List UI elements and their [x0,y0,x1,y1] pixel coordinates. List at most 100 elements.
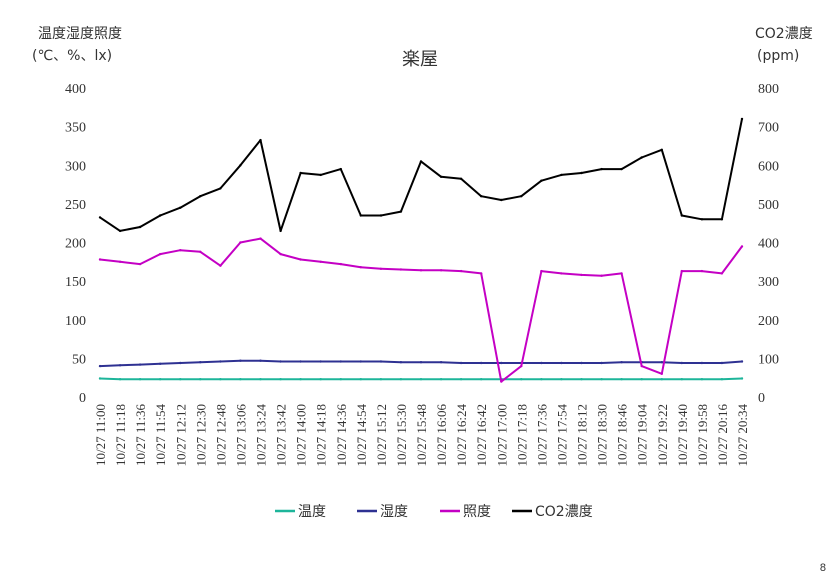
x-tick-label: 10/27 17:00 [494,404,509,466]
data-point-3 [580,171,583,175]
right-tick-label: 0 [758,391,765,406]
data-point-1 [560,361,563,365]
data-point-1 [660,361,663,364]
data-point-1 [459,361,463,365]
data-point-3 [299,171,302,175]
data-point-3 [159,214,162,217]
data-point-2 [279,252,282,256]
data-point-2 [259,237,262,240]
data-point-1 [199,361,202,364]
data-point-1 [138,363,142,366]
left-axis-label-line1: 温度湿度照度 [38,26,122,42]
data-point-1 [179,361,182,365]
x-tick-label: 10/27 11:36 [133,404,148,466]
legend-label-1: 湿度 [380,504,408,520]
data-point-3 [239,164,242,167]
data-point-2 [339,262,342,266]
data-point-0 [98,377,102,380]
data-point-1 [319,360,322,363]
series-line-3 [99,118,743,232]
data-point-1 [580,361,583,365]
right-axis-label-line1: CO2濃度 [755,26,813,42]
data-point-0 [480,378,483,381]
x-tick-label: 10/27 14:18 [314,404,329,466]
x-tick-label: 10/27 12:48 [213,404,228,466]
x-tick-label: 10/27 17:18 [514,404,529,466]
data-point-3 [680,214,683,217]
data-point-0 [660,378,663,381]
right-tick-label: 500 [758,198,779,213]
data-point-3 [379,214,383,217]
data-point-2 [199,250,202,253]
right-tick-label: 600 [758,159,779,174]
left-tick-label: 100 [65,314,86,329]
data-point-2 [359,266,362,269]
data-point-2 [600,274,603,277]
data-point-1 [399,361,403,364]
data-point-3 [540,179,543,182]
x-tick-label: 10/27 11:54 [153,404,168,466]
x-tick-label: 10/27 17:54 [554,404,569,467]
data-point-3 [319,173,322,177]
left-tick-label: 300 [65,159,86,174]
legend: 温度 湿度 照度 CO2濃度 [275,504,593,520]
right-axis-ticks: 0 100 200 300 400 500 600 700 800 [758,82,779,406]
data-point-0 [600,378,603,381]
data-point-0 [179,378,182,381]
data-point-0 [279,378,282,381]
data-point-1 [359,360,362,363]
data-point-3 [720,218,724,221]
data-point-0 [199,378,202,381]
data-point-2 [480,272,483,275]
data-point-3 [480,195,483,198]
right-tick-label: 200 [758,314,779,329]
data-point-0 [259,378,262,381]
data-point-3 [500,198,503,202]
x-tick-label: 10/27 14:54 [354,404,369,467]
data-point-2 [399,268,403,271]
x-tick-label: 10/27 16:06 [434,404,449,467]
data-point-2 [680,269,683,273]
data-point-1 [500,361,503,365]
data-point-1 [439,361,443,364]
data-point-3 [199,195,202,198]
series-line-2 [99,237,743,383]
series-lines [98,117,744,383]
data-point-0 [740,377,744,380]
x-tick-label: 10/27 16:24 [454,404,469,467]
x-tick-label: 10/27 19:04 [635,404,650,467]
data-point-2 [319,260,322,263]
data-point-3 [359,214,362,217]
right-tick-label: 400 [758,237,779,252]
x-tick-label: 10/27 15:12 [374,404,389,466]
page-number: 8 [819,562,826,574]
data-point-0 [399,378,403,381]
data-point-1 [480,361,483,365]
x-tick-label: 10/27 12:30 [193,404,208,466]
x-tick-label: 10/27 14:36 [334,404,349,467]
right-tick-label: 300 [758,275,779,290]
data-point-3 [399,210,403,213]
left-tick-label: 50 [72,352,86,367]
x-tick-label: 10/27 19:22 [655,404,670,466]
data-point-1 [740,360,744,363]
data-point-2 [419,269,423,272]
data-point-2 [640,364,643,368]
data-point-2 [740,245,744,248]
data-point-0 [379,378,383,381]
data-point-3 [560,173,563,177]
right-tick-label: 800 [758,82,779,97]
x-tick-label: 10/27 13:42 [274,404,289,466]
data-point-1 [118,364,122,367]
data-point-2 [620,272,623,275]
data-point-1 [219,360,222,363]
data-point-1 [279,360,282,363]
data-point-2 [720,272,724,275]
data-point-3 [279,229,282,233]
data-point-2 [98,258,102,261]
data-point-0 [118,378,122,381]
x-tick-label: 10/27 18:46 [615,404,630,467]
data-point-3 [660,148,663,151]
data-point-2 [179,249,182,252]
data-point-2 [700,269,704,273]
